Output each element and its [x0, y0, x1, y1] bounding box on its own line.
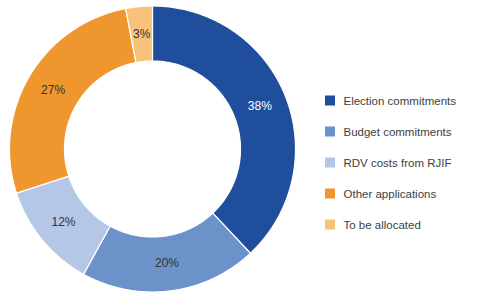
svg-text:38%: 38%: [248, 99, 272, 113]
svg-text:Budget commitments: Budget commitments: [344, 126, 452, 138]
svg-text:Election commitments: Election commitments: [344, 95, 457, 107]
svg-text:27%: 27%: [41, 83, 65, 97]
svg-text:20%: 20%: [155, 256, 179, 270]
svg-text:RDV costs from RJIF: RDV costs from RJIF: [344, 157, 452, 169]
svg-text:12%: 12%: [51, 215, 75, 229]
svg-text:3%: 3%: [133, 27, 151, 41]
svg-text:To be allocated: To be allocated: [344, 219, 421, 231]
svg-text:Other applications: Other applications: [344, 188, 437, 200]
